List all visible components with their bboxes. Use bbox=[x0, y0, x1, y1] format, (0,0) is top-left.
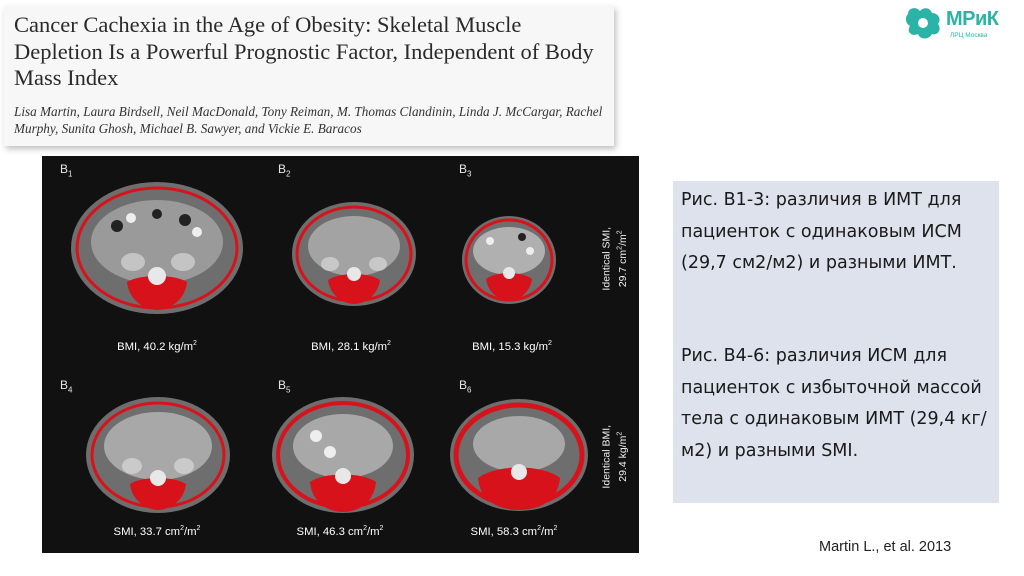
caption-b3: BMI, 15.3 kg/m2 bbox=[472, 340, 552, 353]
ct-scan-b3 bbox=[462, 216, 556, 304]
caption-b6: SMI, 58.3 cm2/m2 bbox=[470, 525, 558, 538]
logo: МРиК ЛРЦ Москва bbox=[902, 4, 1020, 44]
panel-label-b4: B4 bbox=[60, 378, 73, 395]
paper-title: Cancer Cachexia in the Age of Obesity: S… bbox=[14, 12, 594, 90]
caption-b4: SMI, 33.7 cm2/m2 bbox=[113, 525, 201, 538]
ct-scan-b1 bbox=[71, 182, 243, 314]
panel-label-b2: B2 bbox=[278, 162, 291, 179]
citation: Martin L., et al. 2013 bbox=[819, 539, 952, 555]
info-box: Рис. В1-3: различия в ИМТ для пациенток … bbox=[673, 181, 999, 503]
side-label-identical-smi: Identical SMI, 29.7 cm2/m2 bbox=[600, 226, 629, 291]
panel-label-b3: B3 bbox=[459, 162, 472, 179]
info-paragraph-1: Рис. В1-3: различия в ИМТ для пациенток … bbox=[681, 190, 962, 273]
caption-b5: SMI, 46.3 cm2/m2 bbox=[296, 525, 384, 538]
panel-label-b5: B5 bbox=[278, 378, 291, 395]
paper-authors: Lisa Martin, Laura Birdsell, Neil MacDon… bbox=[14, 104, 603, 136]
caption-b1: BMI, 40.2 kg/m2 bbox=[117, 340, 197, 353]
ct-scan-b4 bbox=[86, 397, 230, 513]
side-label-identical-bmi: Identical BMI, 29.4 kg/m2 bbox=[600, 424, 629, 489]
panel-label-b6: B6 bbox=[459, 378, 472, 395]
logo-mark-icon bbox=[905, 8, 940, 39]
ct-scan-figure: B1 B2 B3 B4 B5 B6 bbox=[42, 156, 639, 553]
paper-header: Cancer Cachexia in the Age of Obesity: S… bbox=[4, 6, 614, 146]
ct-scan-b6 bbox=[450, 399, 588, 511]
caption-b2: BMI, 28.1 kg/m2 bbox=[311, 340, 391, 353]
ct-scan-b2 bbox=[292, 202, 416, 306]
ct-scan-b5 bbox=[272, 397, 414, 513]
info-paragraph-2: Рис. В4-6: различия ИСМ для пациенток с … bbox=[681, 346, 987, 461]
logo-subtext: ЛРЦ Москва bbox=[950, 32, 988, 39]
logo-text: МРиК bbox=[946, 8, 999, 30]
panel-label-b1: B1 bbox=[60, 162, 73, 179]
